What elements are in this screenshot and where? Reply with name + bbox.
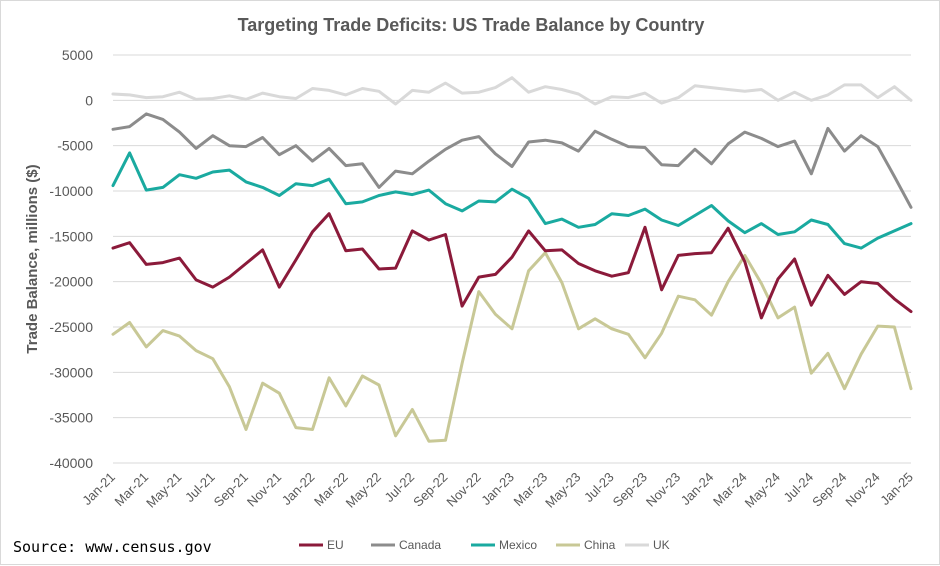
x-tick-label: Sep-24 [809, 469, 849, 509]
x-tick-label: Jan-25 [877, 469, 916, 508]
series-lines [111, 76, 913, 443]
series-line-canada [111, 112, 913, 209]
series-line-eu [111, 212, 913, 320]
x-tick-label: Nov-22 [443, 469, 483, 509]
series-line-china [111, 251, 913, 443]
y-tick-label: -20000 [49, 274, 93, 290]
y-tick-label: -40000 [49, 455, 93, 471]
x-tick-label: Nov-24 [842, 469, 882, 509]
y-axis-ticks: 5000 0 -5000 -10000 -15000 -20000 -25000 -30000… [49, 47, 93, 471]
y-tick-label: -30000 [49, 364, 93, 380]
legend-label-uk: UK [653, 538, 670, 552]
chart-title: Targeting Trade Deficits: US Trade Balan… [238, 15, 705, 35]
x-tick-label: Sep-21 [211, 469, 251, 509]
x-tick-label: Nov-23 [643, 469, 683, 509]
x-tick-label: May-21 [143, 469, 184, 510]
x-tick-label: May-24 [742, 469, 783, 510]
y-tick-label: 5000 [62, 47, 93, 63]
x-tick-label: Jan-23 [478, 469, 517, 508]
x-tick-label: Jan-21 [79, 469, 118, 508]
y-tick-label: -10000 [49, 183, 93, 199]
x-tick-label: Nov-21 [244, 469, 284, 509]
y-tick-label: -35000 [49, 410, 93, 426]
x-tick-label: Jan-22 [279, 469, 318, 508]
legend-label-canada: Canada [399, 538, 441, 552]
y-tick-label: 0 [85, 92, 93, 108]
legend: EU Canada Mexico China UK [299, 538, 670, 552]
x-tick-label: May-22 [343, 469, 384, 510]
x-tick-label: Sep-23 [610, 469, 650, 509]
legend-label-china: China [584, 538, 616, 552]
y-tick-label: -15000 [49, 228, 93, 244]
y-tick-label: -5000 [57, 138, 93, 154]
x-axis-ticks: Jan-21Mar-21May-21Jul-21Sep-21Nov-21Jan-… [79, 469, 916, 510]
series-line-uk [111, 76, 913, 106]
x-tick-label: Sep-22 [410, 469, 450, 509]
legend-label-eu: EU [327, 538, 344, 552]
y-axis-label: Trade Balance, millions ($) [24, 164, 41, 353]
x-tick-label: Jan-24 [678, 469, 717, 508]
series-line-mexico [111, 151, 913, 250]
legend-label-mexico: Mexico [499, 538, 537, 552]
y-tick-label: -25000 [49, 319, 93, 335]
x-tick-label: May-23 [542, 469, 583, 510]
source-note: Source: www.census.gov [13, 538, 212, 556]
